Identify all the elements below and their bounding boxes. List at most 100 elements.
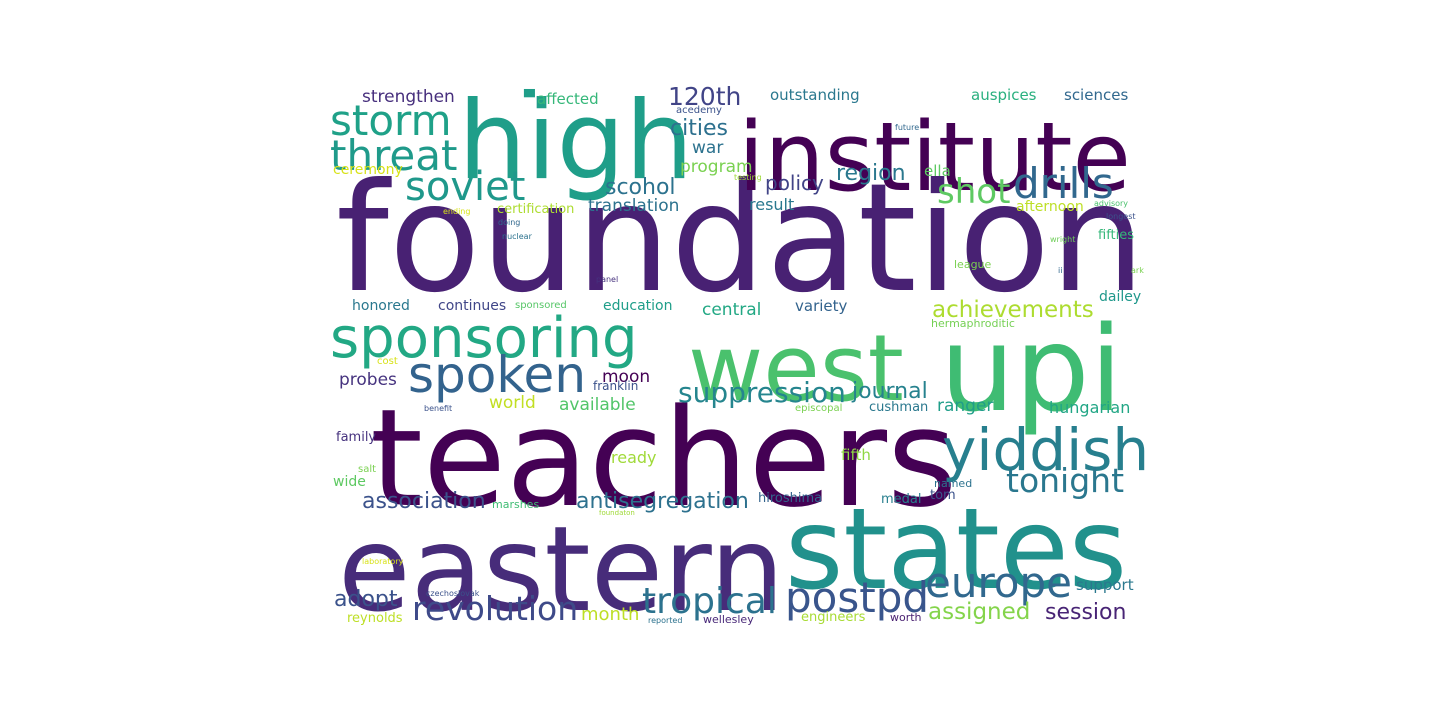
word-nuclear: nuclear [502,232,533,241]
word-translation: translation [588,196,679,216]
word-120th: 120th [668,82,741,111]
word-benefit: benefit [424,404,452,413]
word-sciences: sciences [1064,86,1128,104]
word-institute: institute [738,103,1131,213]
word-dailey: dailey [1099,289,1141,305]
word-fifth: fifth [841,446,871,464]
word-block-glyph: ▀ [523,88,535,106]
word-postpd: postpd [785,573,929,622]
word-panel: panel [596,275,618,284]
word-teachers: teachers [370,380,957,537]
word-foundaton: foundaton [599,509,635,517]
word-cities: cities [670,116,728,141]
word-threat: threat [330,131,457,180]
word-eastern: eastern [338,500,784,638]
word-antisegregation: antisegregation [576,489,749,514]
word-fifties: fifties [1098,228,1134,243]
word-education: education [603,298,672,314]
word-achievements: achievements [932,297,1094,323]
word-honored: honored [352,298,410,314]
word-medal: medal [881,492,922,507]
word-testing: testing [734,173,762,182]
word-program: program [680,157,753,177]
word-soviet: soviet [405,164,525,210]
word-tonight: tonight [1006,461,1124,500]
word-upi: upi [940,300,1122,438]
word-revolution: revolution [412,589,578,628]
word-ending: ending [443,207,470,216]
word-reynolds: reynolds [347,611,403,626]
word-west: west [688,315,904,422]
word-salt: salt [358,464,376,475]
word-association: association [362,489,486,514]
word-cushman: cushman [869,400,928,415]
word-ready: ready [611,448,657,467]
word-storm: storm [330,96,452,145]
word-wellesley: wellesley [703,613,754,626]
word-wide: wide [333,474,366,490]
word-yiddish: yiddish [942,416,1149,484]
word-tom: tom [930,488,956,503]
word-league: league [954,258,992,271]
word-drills: drills [1013,159,1114,208]
word-states: states [785,485,1127,615]
word-ark: ark [1131,266,1144,275]
word-laboratory: laboratory [362,557,404,566]
word-adopt: adopt [334,587,398,612]
word-czechoslovak: czechoslovak [426,589,480,598]
word-variety: variety [795,297,848,315]
word-ceremony: ceremony [333,162,403,178]
word-spoken: spoken [408,346,586,404]
word-journal: journal [851,379,928,404]
word-future: future [895,123,919,132]
word-high: high [458,79,693,204]
word-central: central [702,300,761,320]
word-family: family [336,430,376,445]
word-named: named [934,477,972,490]
word-month: month [581,604,639,625]
word-ii: ii [1058,266,1062,275]
word-tropical: tropical [642,581,777,622]
word-sponsored: sponsored [515,300,567,311]
word-acedemy: acedemy [676,105,722,116]
word-result: result [749,195,794,214]
word-available: available [559,395,636,415]
word-franklin: franklin [593,379,638,393]
word-wright: wright [1050,235,1075,244]
word-assigned: assigned [928,599,1030,625]
word-longest: longest [1106,212,1136,221]
word-ranger: ranger [937,396,993,416]
word-episcopal: episcopal [795,403,842,414]
word-hermaphroditic: hermaphroditic [931,317,1015,330]
word-scohol: scohol [605,175,676,200]
word-suppression: suppression [678,376,846,409]
word-moon: moon [602,367,650,387]
word-continues: continues [438,298,506,314]
word-probes: probes [339,370,397,390]
word-cost: cost [377,356,398,367]
word-shot: shot [937,172,1010,212]
word-doing: doing [498,218,520,227]
word-strengthen: strengthen [362,87,455,107]
word-advisory: advisory [1094,199,1128,208]
word-worth: worth [890,611,922,624]
word-europe: europe [925,558,1072,607]
word-outstanding: outstanding [770,86,860,104]
word-reported: reported [648,616,682,625]
word-affected: affected [537,90,599,108]
word-war: war [692,138,723,158]
word-support: support [1076,576,1134,594]
word-sponsoring: sponsoring [330,306,638,371]
word-ella: ella [924,162,951,180]
word-certification: certification [497,202,574,217]
word-marshes: marshes [492,498,539,511]
word-world: world [489,393,536,413]
word-foundation: foundation [336,152,1145,326]
word-hungarian: hungarian [1049,398,1130,417]
word-region: region [836,161,906,186]
word-auspices: auspices [971,86,1037,104]
word-afternoon: afternoon [1016,199,1084,215]
word-hiroshima: hiroshima [758,491,822,506]
word-engineers: engineers [801,610,866,625]
